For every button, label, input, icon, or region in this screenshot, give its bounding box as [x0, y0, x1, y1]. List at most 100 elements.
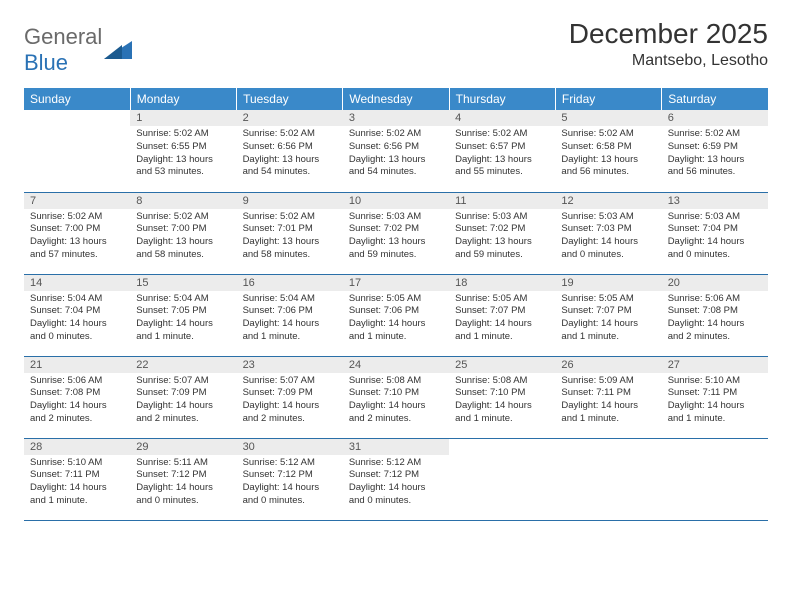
daylight-text: Daylight: 14 hours and 1 minute. [349, 318, 443, 344]
daylight-text: Daylight: 14 hours and 1 minute. [30, 482, 124, 508]
calendar-cell: 19Sunrise: 5:05 AMSunset: 7:07 PMDayligh… [555, 274, 661, 356]
day-number: 28 [24, 439, 130, 455]
sunrise-text: Sunrise: 5:02 AM [243, 211, 337, 224]
daylight-text: Daylight: 13 hours and 59 minutes. [455, 236, 549, 262]
day-number: 9 [237, 193, 343, 209]
sunset-text: Sunset: 6:59 PM [668, 141, 762, 154]
day-number: 2 [237, 110, 343, 126]
logo-text: General Blue [24, 24, 102, 76]
sunrise-text: Sunrise: 5:05 AM [561, 293, 655, 306]
sunset-text: Sunset: 6:56 PM [243, 141, 337, 154]
calendar-cell: 30Sunrise: 5:12 AMSunset: 7:12 PMDayligh… [237, 438, 343, 520]
day-details: Sunrise: 5:02 AMSunset: 6:56 PMDaylight:… [237, 126, 343, 183]
calendar-cell: 29Sunrise: 5:11 AMSunset: 7:12 PMDayligh… [130, 438, 236, 520]
sunset-text: Sunset: 7:11 PM [30, 469, 124, 482]
day-number: 7 [24, 193, 130, 209]
sunset-text: Sunset: 7:02 PM [349, 223, 443, 236]
sunrise-text: Sunrise: 5:05 AM [349, 293, 443, 306]
day-number: 30 [237, 439, 343, 455]
sunset-text: Sunset: 7:02 PM [455, 223, 549, 236]
day-details: Sunrise: 5:07 AMSunset: 7:09 PMDaylight:… [130, 373, 236, 430]
sunset-text: Sunset: 7:04 PM [30, 305, 124, 318]
day-number: 5 [555, 110, 661, 126]
day-header-wednesday: Wednesday [343, 88, 449, 110]
day-number: 31 [343, 439, 449, 455]
day-header-monday: Monday [130, 88, 236, 110]
day-details: Sunrise: 5:03 AMSunset: 7:04 PMDaylight:… [662, 209, 768, 266]
sunrise-text: Sunrise: 5:10 AM [30, 457, 124, 470]
sunrise-text: Sunrise: 5:06 AM [668, 293, 762, 306]
day-details: Sunrise: 5:02 AMSunset: 6:56 PMDaylight:… [343, 126, 449, 183]
day-number: 12 [555, 193, 661, 209]
calendar-cell: 12Sunrise: 5:03 AMSunset: 7:03 PMDayligh… [555, 192, 661, 274]
sunrise-text: Sunrise: 5:03 AM [455, 211, 549, 224]
sunset-text: Sunset: 7:11 PM [668, 387, 762, 400]
day-number: 25 [449, 357, 555, 373]
calendar-cell: 25Sunrise: 5:08 AMSunset: 7:10 PMDayligh… [449, 356, 555, 438]
day-details: Sunrise: 5:08 AMSunset: 7:10 PMDaylight:… [449, 373, 555, 430]
calendar-cell: 15Sunrise: 5:04 AMSunset: 7:05 PMDayligh… [130, 274, 236, 356]
day-number: 18 [449, 275, 555, 291]
day-details: Sunrise: 5:02 AMSunset: 6:57 PMDaylight:… [449, 126, 555, 183]
header: General Blue December 2025 Mantsebo, Les… [24, 18, 768, 76]
day-number: 22 [130, 357, 236, 373]
day-number: 24 [343, 357, 449, 373]
calendar-week: 21Sunrise: 5:06 AMSunset: 7:08 PMDayligh… [24, 356, 768, 438]
day-number: 3 [343, 110, 449, 126]
calendar-week: 14Sunrise: 5:04 AMSunset: 7:04 PMDayligh… [24, 274, 768, 356]
calendar-cell: 26Sunrise: 5:09 AMSunset: 7:11 PMDayligh… [555, 356, 661, 438]
daylight-text: Daylight: 14 hours and 2 minutes. [349, 400, 443, 426]
day-header-tuesday: Tuesday [237, 88, 343, 110]
calendar-cell: 13Sunrise: 5:03 AMSunset: 7:04 PMDayligh… [662, 192, 768, 274]
day-details: Sunrise: 5:02 AMSunset: 6:55 PMDaylight:… [130, 126, 236, 183]
day-details: Sunrise: 5:02 AMSunset: 6:59 PMDaylight:… [662, 126, 768, 183]
sunrise-text: Sunrise: 5:11 AM [136, 457, 230, 470]
day-details: Sunrise: 5:09 AMSunset: 7:11 PMDaylight:… [555, 373, 661, 430]
sunrise-text: Sunrise: 5:07 AM [243, 375, 337, 388]
calendar-cell: 9Sunrise: 5:02 AMSunset: 7:01 PMDaylight… [237, 192, 343, 274]
sunrise-text: Sunrise: 5:03 AM [668, 211, 762, 224]
calendar-cell: 17Sunrise: 5:05 AMSunset: 7:06 PMDayligh… [343, 274, 449, 356]
sunrise-text: Sunrise: 5:02 AM [243, 128, 337, 141]
day-details: Sunrise: 5:12 AMSunset: 7:12 PMDaylight:… [343, 455, 449, 512]
day-number: 16 [237, 275, 343, 291]
sunset-text: Sunset: 6:55 PM [136, 141, 230, 154]
daylight-text: Daylight: 14 hours and 0 minutes. [30, 318, 124, 344]
calendar-cell: 10Sunrise: 5:03 AMSunset: 7:02 PMDayligh… [343, 192, 449, 274]
sunset-text: Sunset: 7:09 PM [243, 387, 337, 400]
sunrise-text: Sunrise: 5:04 AM [30, 293, 124, 306]
daylight-text: Daylight: 13 hours and 55 minutes. [455, 154, 549, 180]
day-number: 26 [555, 357, 661, 373]
calendar-cell: 6Sunrise: 5:02 AMSunset: 6:59 PMDaylight… [662, 110, 768, 192]
day-header-saturday: Saturday [662, 88, 768, 110]
daylight-text: Daylight: 13 hours and 57 minutes. [30, 236, 124, 262]
sunrise-text: Sunrise: 5:04 AM [243, 293, 337, 306]
daylight-text: Daylight: 14 hours and 2 minutes. [243, 400, 337, 426]
day-number: 1 [130, 110, 236, 126]
day-details: Sunrise: 5:02 AMSunset: 7:01 PMDaylight:… [237, 209, 343, 266]
day-number: 15 [130, 275, 236, 291]
calendar-body: 1Sunrise: 5:02 AMSunset: 6:55 PMDaylight… [24, 110, 768, 520]
day-number: 29 [130, 439, 236, 455]
sunset-text: Sunset: 7:08 PM [30, 387, 124, 400]
day-number: 17 [343, 275, 449, 291]
day-details: Sunrise: 5:12 AMSunset: 7:12 PMDaylight:… [237, 455, 343, 512]
sunrise-text: Sunrise: 5:10 AM [668, 375, 762, 388]
sunset-text: Sunset: 7:03 PM [561, 223, 655, 236]
day-details: Sunrise: 5:03 AMSunset: 7:03 PMDaylight:… [555, 209, 661, 266]
day-details: Sunrise: 5:04 AMSunset: 7:05 PMDaylight:… [130, 291, 236, 348]
sunrise-text: Sunrise: 5:07 AM [136, 375, 230, 388]
calendar-cell: 22Sunrise: 5:07 AMSunset: 7:09 PMDayligh… [130, 356, 236, 438]
daylight-text: Daylight: 13 hours and 58 minutes. [243, 236, 337, 262]
calendar-cell: 7Sunrise: 5:02 AMSunset: 7:00 PMDaylight… [24, 192, 130, 274]
day-number: 27 [662, 357, 768, 373]
sunrise-text: Sunrise: 5:02 AM [561, 128, 655, 141]
day-number: 19 [555, 275, 661, 291]
calendar-cell: 4Sunrise: 5:02 AMSunset: 6:57 PMDaylight… [449, 110, 555, 192]
sunset-text: Sunset: 7:07 PM [561, 305, 655, 318]
calendar-cell: 18Sunrise: 5:05 AMSunset: 7:07 PMDayligh… [449, 274, 555, 356]
day-details: Sunrise: 5:04 AMSunset: 7:04 PMDaylight:… [24, 291, 130, 348]
calendar-cell: 20Sunrise: 5:06 AMSunset: 7:08 PMDayligh… [662, 274, 768, 356]
daylight-text: Daylight: 13 hours and 54 minutes. [349, 154, 443, 180]
day-details: Sunrise: 5:07 AMSunset: 7:09 PMDaylight:… [237, 373, 343, 430]
